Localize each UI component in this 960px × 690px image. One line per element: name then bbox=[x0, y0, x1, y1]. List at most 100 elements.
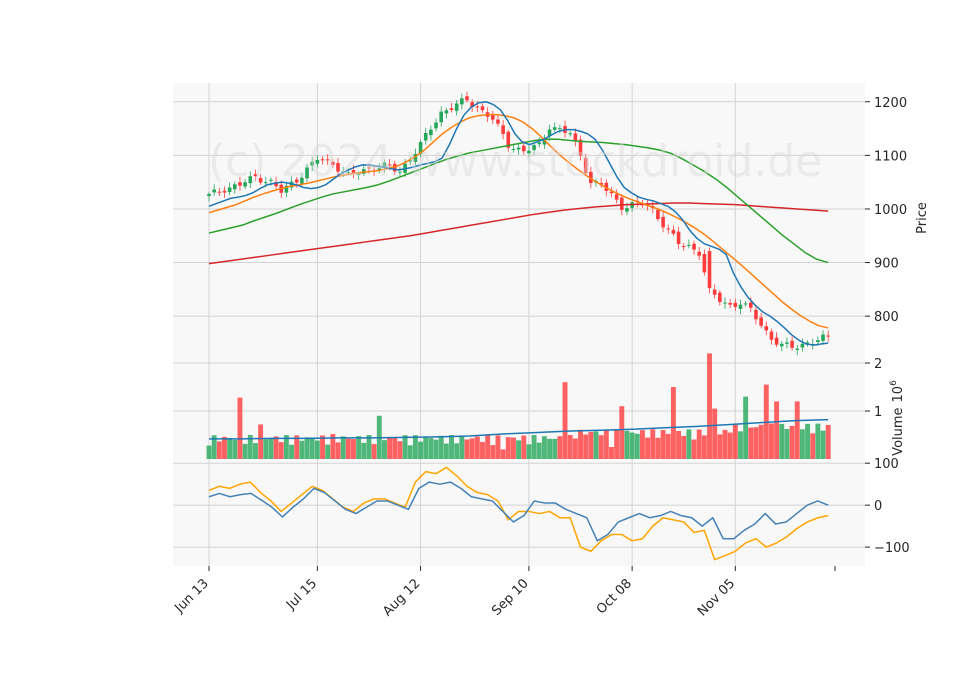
volume-bar bbox=[691, 439, 697, 459]
volume-bar bbox=[345, 438, 351, 459]
x-tick-label: Oct 08 bbox=[594, 576, 635, 617]
candle-body bbox=[583, 157, 588, 173]
volume-bar bbox=[552, 438, 558, 459]
candle-body bbox=[444, 110, 449, 114]
volume-bar bbox=[222, 436, 227, 459]
volume-bar bbox=[598, 435, 604, 459]
volume-bar bbox=[464, 439, 470, 459]
volume-bar bbox=[490, 445, 496, 459]
candle-body bbox=[356, 173, 361, 176]
volume-bar bbox=[428, 438, 434, 459]
candle-body bbox=[718, 292, 722, 303]
candle-body bbox=[687, 244, 691, 246]
candle-body bbox=[212, 189, 216, 193]
candle-body bbox=[382, 162, 387, 168]
candle-body bbox=[362, 169, 366, 174]
candle-body bbox=[749, 302, 753, 308]
candle-body bbox=[826, 335, 830, 337]
candle-body bbox=[537, 142, 542, 145]
volume-bar bbox=[686, 429, 692, 459]
volume-bar bbox=[572, 438, 578, 459]
candle-body bbox=[227, 187, 232, 193]
candle-body bbox=[506, 131, 511, 148]
volume-bar bbox=[645, 437, 651, 459]
sma-fast-line bbox=[208, 101, 829, 346]
candle-body bbox=[728, 302, 732, 305]
candle-body bbox=[774, 337, 779, 345]
candle-body bbox=[821, 334, 825, 341]
price-y-ticks: 800 900 1000 1100 1200 bbox=[865, 96, 907, 325]
candle-body bbox=[496, 119, 500, 124]
candle-body bbox=[315, 159, 320, 164]
volume-bar bbox=[314, 440, 320, 459]
volume-bar bbox=[480, 441, 485, 459]
volume-bar bbox=[351, 439, 356, 459]
candle-body bbox=[346, 172, 351, 174]
volume-unit-exponent: 6 bbox=[889, 380, 899, 386]
candle-body bbox=[707, 251, 712, 289]
volume-bar bbox=[536, 442, 542, 459]
volume-bar bbox=[325, 444, 331, 459]
candle-body bbox=[243, 182, 247, 187]
volume-bar bbox=[242, 443, 248, 459]
volume-bar bbox=[774, 401, 780, 459]
sma-mid-line bbox=[208, 113, 829, 329]
candle-body bbox=[284, 185, 289, 193]
candle-body bbox=[625, 208, 629, 212]
volume-bar bbox=[211, 435, 217, 459]
candle-body bbox=[795, 348, 800, 350]
volume-bar bbox=[655, 437, 661, 459]
volume-bar bbox=[588, 431, 594, 459]
volume-bar bbox=[247, 435, 253, 459]
volume-bar bbox=[789, 425, 795, 459]
candle-body bbox=[609, 191, 614, 194]
volume-bar bbox=[356, 436, 362, 459]
oscillator-tick-label: −100 bbox=[874, 541, 910, 556]
volume-bar bbox=[206, 445, 212, 459]
candle-body bbox=[449, 108, 454, 110]
candle-body bbox=[578, 139, 583, 156]
volume-tick-label: 2 bbox=[874, 357, 882, 372]
volume-bar bbox=[485, 435, 491, 459]
volume-bar bbox=[216, 441, 222, 459]
candle-body bbox=[501, 125, 505, 134]
volume-bar bbox=[392, 436, 398, 459]
volume-bar bbox=[418, 441, 424, 459]
candle-body bbox=[573, 133, 578, 142]
volume-bar bbox=[495, 435, 501, 459]
volume-bar bbox=[670, 387, 676, 459]
candle-body bbox=[398, 171, 402, 173]
volume-bar bbox=[629, 432, 635, 459]
volume-bar bbox=[815, 423, 821, 459]
oscillator-tick-label: 0 bbox=[874, 499, 882, 514]
volume-bar bbox=[521, 435, 527, 459]
oscillator-a-line bbox=[208, 481, 829, 542]
volume-bar bbox=[304, 437, 310, 459]
candle-body bbox=[258, 177, 263, 183]
volume-ma-line bbox=[209, 418, 829, 440]
candle-body bbox=[702, 253, 707, 273]
candle-body bbox=[294, 179, 299, 183]
volume-bar bbox=[423, 436, 429, 459]
volume-bar bbox=[361, 442, 367, 459]
volume-bar bbox=[743, 396, 749, 459]
candle-body bbox=[620, 197, 624, 210]
candle-body bbox=[733, 302, 738, 307]
candle-body bbox=[392, 163, 397, 172]
candle-body bbox=[305, 167, 309, 179]
candle-body bbox=[511, 148, 516, 150]
candle-body bbox=[527, 150, 531, 154]
volume-bar bbox=[299, 440, 305, 459]
volume-unit: 10 bbox=[891, 386, 906, 403]
volume-bar bbox=[578, 429, 583, 459]
oscillator-tick-label: 100 bbox=[874, 457, 899, 472]
candle-body bbox=[681, 246, 686, 248]
volume-bar bbox=[252, 443, 258, 459]
candle-body bbox=[697, 251, 701, 256]
volume-bar bbox=[412, 435, 418, 459]
volume-bar bbox=[665, 433, 671, 459]
volume-bar bbox=[387, 437, 393, 459]
volume-bar bbox=[320, 435, 325, 459]
volume-bar bbox=[707, 353, 712, 459]
